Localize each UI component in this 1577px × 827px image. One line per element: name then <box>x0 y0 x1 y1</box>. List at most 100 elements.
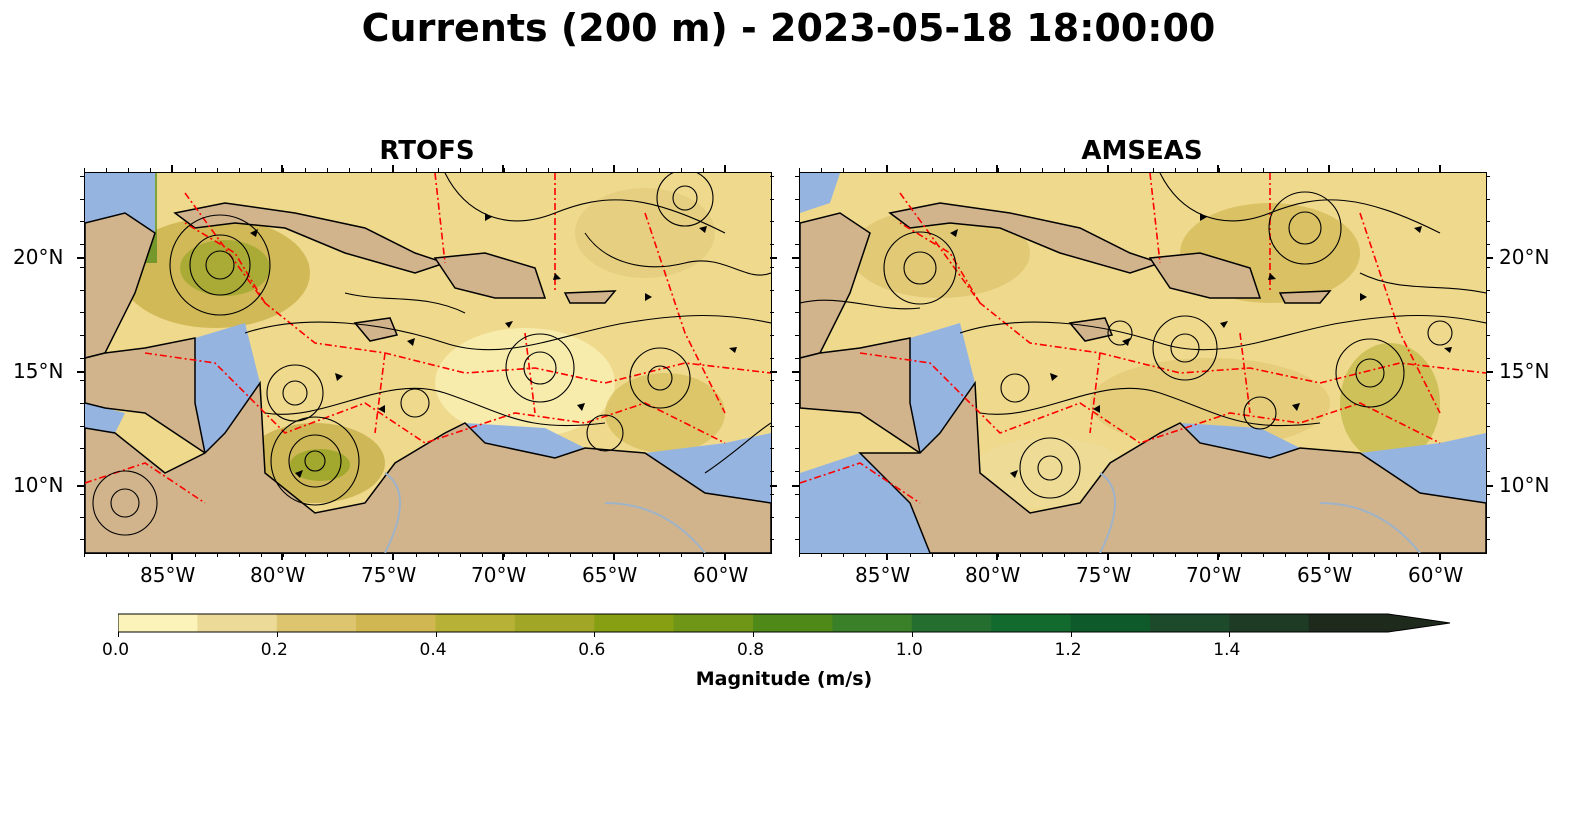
axis-tick <box>1241 168 1242 172</box>
axis-tick <box>799 168 800 172</box>
axis-tick <box>1107 553 1109 560</box>
axis-tick <box>1351 168 1353 172</box>
axis-tick <box>260 168 262 172</box>
axis-tick <box>865 168 867 172</box>
axis-tick <box>614 553 616 557</box>
colorbar-segment <box>594 614 675 632</box>
axis-tick <box>1486 448 1490 450</box>
axis-tick <box>770 539 774 541</box>
axis-tick <box>1373 168 1375 172</box>
axis-tick <box>1486 539 1490 541</box>
colorbar <box>118 613 1451 633</box>
axis-tick <box>680 553 682 557</box>
axis-tick <box>792 371 799 373</box>
axis-tick <box>592 553 594 557</box>
colorbar-tick <box>911 632 913 637</box>
axis-tick <box>1486 266 1490 268</box>
axis-tick <box>503 553 505 557</box>
axis-tick <box>613 165 615 172</box>
axis-tick <box>327 553 329 557</box>
colorbar-segment <box>514 614 595 632</box>
axis-tick <box>636 553 638 557</box>
axis-tick <box>1486 289 1490 291</box>
axis-tick <box>1486 493 1490 495</box>
axis-tick <box>1307 553 1309 557</box>
axis-tick <box>1439 168 1441 172</box>
axis-tick <box>1042 168 1044 172</box>
axis-tick <box>1152 553 1154 557</box>
axis-tick <box>770 516 774 518</box>
axis-tick <box>459 553 461 557</box>
axis-tick <box>349 168 351 172</box>
lat-tick-label-right: 10°N <box>1499 473 1550 497</box>
colorbar-segment <box>276 614 357 632</box>
lon-tick-label: 85°W <box>140 563 196 587</box>
axis-tick <box>1486 403 1490 404</box>
figure-title: Currents (200 m) - 2023-05-18 18:00:00 <box>361 6 1216 50</box>
axis-tick <box>1328 165 1330 172</box>
axis-tick <box>795 198 799 200</box>
axis-tick <box>437 168 439 172</box>
axis-tick <box>80 289 84 291</box>
lon-tick-label: 65°W <box>582 563 638 587</box>
axis-tick <box>909 553 911 557</box>
axis-tick <box>795 266 799 268</box>
axis-tick <box>106 553 108 557</box>
axis-tick <box>548 553 550 557</box>
axis-tick <box>1020 553 1021 557</box>
axis-tick <box>770 380 774 382</box>
axis-tick <box>795 471 799 473</box>
axis-tick <box>282 168 284 172</box>
axis-tick <box>1329 553 1331 557</box>
axis-tick <box>795 289 799 291</box>
axis-tick <box>80 539 84 541</box>
colorbar-title: Magnitude (m/s) <box>695 668 873 690</box>
axis-tick <box>996 553 998 560</box>
lat-tick-label-left: 20°N <box>13 245 64 269</box>
axis-tick <box>1130 553 1132 557</box>
axis-tick <box>1064 168 1066 172</box>
axis-tick <box>795 312 799 314</box>
axis-tick <box>1329 168 1331 172</box>
axis-tick <box>502 165 504 172</box>
axis-tick <box>481 168 483 172</box>
map-amseas <box>799 172 1487 554</box>
axis-tick <box>795 380 799 382</box>
axis-tick <box>795 244 799 246</box>
colorbar-tick-label: 1.2 <box>1054 640 1082 660</box>
colorbar-segment <box>753 614 833 632</box>
lon-tick-label: 75°W <box>361 563 417 587</box>
axis-tick <box>526 168 527 172</box>
axis-tick <box>80 334 84 336</box>
axis-tick <box>80 312 84 314</box>
axis-tick <box>282 553 284 557</box>
axis-tick <box>770 403 774 404</box>
axis-tick <box>702 168 704 172</box>
axis-tick <box>1486 176 1490 177</box>
lon-tick-label: 85°W <box>855 563 911 587</box>
colorbar-segment <box>435 614 516 632</box>
axis-tick <box>1395 168 1397 172</box>
lat-tick-label-left: 15°N <box>13 359 64 383</box>
axis-tick <box>371 168 373 172</box>
axis-tick <box>77 485 84 487</box>
colorbar-tick <box>753 632 754 637</box>
axis-tick <box>770 334 774 336</box>
axis-tick <box>1486 471 1490 473</box>
lon-tick-label: 65°W <box>1297 563 1353 587</box>
axis-tick <box>1174 168 1176 172</box>
axis-tick <box>327 168 329 172</box>
axis-tick <box>1086 553 1088 557</box>
axis-tick <box>194 168 196 172</box>
axis-tick <box>770 471 774 473</box>
axis-tick <box>843 168 845 172</box>
axis-tick <box>281 553 283 560</box>
axis-tick <box>792 485 799 487</box>
axis-tick <box>636 168 638 172</box>
axis-tick <box>770 357 774 359</box>
axis-tick <box>953 168 955 172</box>
colorbar-tick <box>1229 632 1231 637</box>
colorbar-tick-label: 0.6 <box>578 640 606 660</box>
axis-tick <box>393 553 395 557</box>
axis-tick <box>1395 553 1397 557</box>
